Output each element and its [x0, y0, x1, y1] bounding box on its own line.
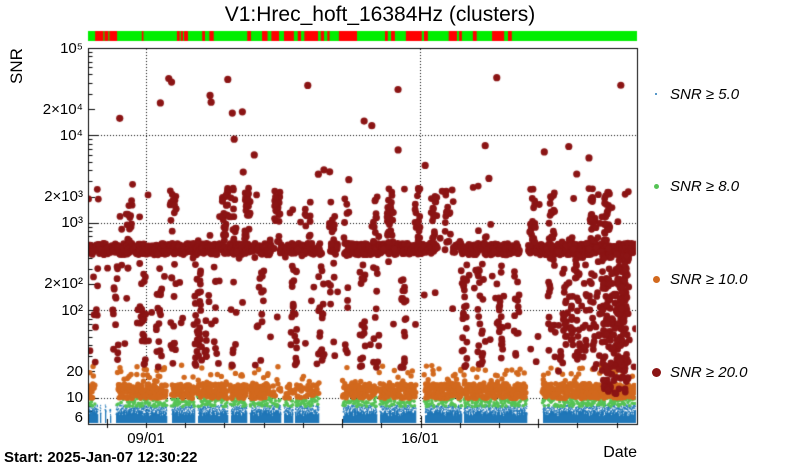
legend-marker-dot [653, 183, 659, 189]
legend-item: SNR ≥ 10.0 [652, 269, 747, 289]
y-tick-label: 10² [61, 301, 83, 319]
y-tick-label: 10 [66, 389, 83, 407]
legend-marker-dot [652, 275, 660, 283]
x-axis-title: Date [603, 444, 637, 461]
legend-label: SNR ≥ 10.0 [670, 270, 748, 288]
y-tick-label: 2×10² [44, 275, 83, 293]
legend-item: SNR ≥ 8.0 [652, 176, 739, 196]
legend-label: SNR ≥ 8.0 [670, 177, 740, 195]
y-tick-label: 10⁴ [59, 126, 83, 144]
legend-marker-dot [651, 367, 661, 377]
y-tick-label: 10⁵ [60, 39, 83, 57]
legend-item: SNR ≥ 5.0 [652, 84, 739, 104]
y-tick-label: 2×10³ [44, 188, 83, 206]
legend-label: SNR ≥ 5.0 [670, 85, 740, 103]
y-tick-label: 10³ [61, 214, 83, 232]
y-tick-label: 20 [66, 362, 83, 380]
legend-label: SNR ≥ 20.0 [670, 363, 748, 381]
page-title: V1:Hrec_hoft_16384Hz (clusters) [224, 3, 536, 26]
y-tick-label: 2×10⁴ [42, 100, 83, 118]
start-timestamp: Start: 2025-Jan-07 12:30:22 [4, 449, 198, 466]
legend-item: SNR ≥ 20.0 [651, 362, 748, 382]
x-tick-label: 09/01 [127, 430, 165, 447]
x-tick-label: 16/01 [401, 430, 439, 447]
y-tick-label: 6 [74, 408, 83, 426]
legend-marker-dot [655, 93, 657, 95]
